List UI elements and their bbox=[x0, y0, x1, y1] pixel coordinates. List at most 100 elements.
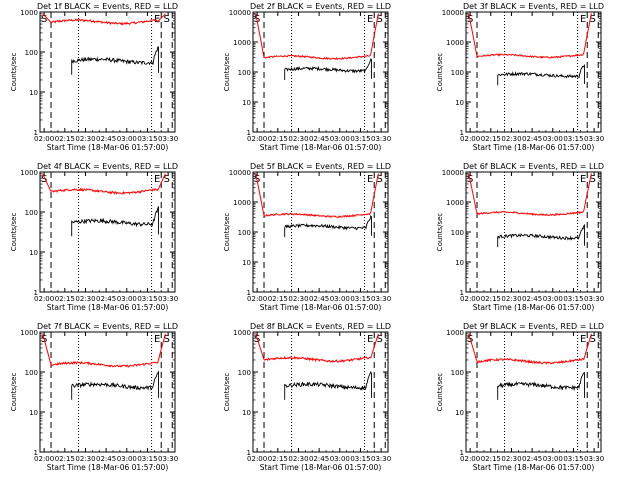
y-tick-label: 10000 bbox=[442, 169, 464, 177]
x-tick-label: 02:45 bbox=[522, 455, 542, 463]
marker-letter-s: S bbox=[164, 334, 170, 345]
x-tick-label: 02:30 bbox=[501, 135, 521, 143]
panel-title: Det 5f BLACK = Events, RED = LLD bbox=[250, 162, 391, 171]
series-lld-line bbox=[468, 173, 592, 217]
x-tick-label: 03:00 bbox=[543, 455, 563, 463]
panel-title: Det 6f BLACK = Events, RED = LLD bbox=[463, 162, 604, 171]
plot-frame bbox=[252, 11, 389, 133]
x-tick-label: 02:45 bbox=[96, 455, 116, 463]
x-tick-label: 03:15 bbox=[350, 295, 370, 303]
y-tick-label: 1000 bbox=[20, 329, 38, 337]
x-tick-label: 02:00 bbox=[34, 295, 54, 303]
panel-2: Det 2f BLACK = Events, RED = LLD 1 10 100 10… bbox=[223, 2, 391, 152]
series-lld-line bbox=[42, 173, 166, 195]
y-tick-label: 10 bbox=[29, 89, 38, 97]
x-tick-label: 03:00 bbox=[543, 295, 563, 303]
series-events-line bbox=[497, 63, 585, 86]
panel-title: Det 9f BLACK = Events, RED = LLD bbox=[463, 322, 604, 331]
y-tick-label: 1 bbox=[247, 129, 251, 137]
x-tick-label: 02:00 bbox=[460, 455, 480, 463]
x-tick-label: 03:00 bbox=[330, 455, 350, 463]
marker-letter-e: E bbox=[367, 174, 373, 185]
x-tick-label: 02:00 bbox=[34, 455, 54, 463]
series-lld-line bbox=[255, 13, 379, 61]
y-tick-label: 1000 bbox=[233, 329, 251, 337]
marker-letter-s: S bbox=[377, 174, 383, 185]
series-events-line bbox=[284, 58, 372, 80]
series-lld-line bbox=[468, 13, 592, 59]
plot-frame bbox=[465, 331, 602, 453]
plot-frame bbox=[39, 171, 176, 293]
series-events-line bbox=[497, 371, 585, 400]
y-tick-label: 100 bbox=[238, 369, 251, 377]
x-tick-label: 02:00 bbox=[247, 135, 267, 143]
x-tick-label: 02:45 bbox=[96, 135, 116, 143]
marker-letter-e: E bbox=[367, 14, 373, 25]
y-tick-label: 10 bbox=[455, 409, 464, 417]
panel-title: Det 4f BLACK = Events, RED = LLD bbox=[37, 162, 178, 171]
y-tick-label: 100 bbox=[238, 69, 251, 77]
x-axis-label: Start Time (18-Mar-06 01:57:00) bbox=[47, 143, 169, 152]
panel-7: Det 7f BLACK = Events, RED = LLD 1 10 100 10… bbox=[10, 322, 178, 472]
panel-title: Det 8f BLACK = Events, RED = LLD bbox=[250, 322, 391, 331]
marker-letter-s: S bbox=[377, 334, 383, 345]
y-axis-label: Counts/sec bbox=[10, 213, 18, 252]
y-tick-label: 1 bbox=[34, 449, 38, 457]
series-lld-line bbox=[42, 333, 166, 368]
y-tick-label: 10000 bbox=[229, 9, 251, 17]
panel-8: Det 8f BLACK = Events, RED = LLD 1 10 100 10… bbox=[223, 322, 391, 472]
x-tick-label: 02:15 bbox=[55, 455, 75, 463]
x-tick-label: 02:45 bbox=[309, 455, 329, 463]
marker-letter-s: S bbox=[164, 14, 170, 25]
plot-frame bbox=[39, 331, 176, 453]
marker-letter-s: S bbox=[41, 174, 47, 185]
x-tick-label: 02:15 bbox=[268, 135, 288, 143]
marker-letter-s: S bbox=[590, 14, 596, 25]
x-tick-label: 02:45 bbox=[96, 295, 116, 303]
y-tick-label: 1000 bbox=[233, 199, 251, 207]
x-axis-label: Start Time (18-Mar-06 01:57:00) bbox=[473, 143, 595, 152]
y-tick-label: 1 bbox=[34, 289, 38, 297]
x-tick-label: 02:15 bbox=[268, 455, 288, 463]
x-tick-label: 03:00 bbox=[117, 295, 137, 303]
series-lld-line bbox=[255, 333, 379, 364]
panel-title: Det 7f BLACK = Events, RED = LLD bbox=[37, 322, 178, 331]
y-tick-label: 100 bbox=[25, 369, 38, 377]
y-tick-label: 10000 bbox=[442, 9, 464, 17]
y-tick-label: 1000 bbox=[446, 39, 464, 47]
y-tick-label: 1000 bbox=[20, 169, 38, 177]
panel-5: Det 5f BLACK = Events, RED = LLD 1 10 100 10… bbox=[223, 162, 391, 312]
x-tick-label: 02:30 bbox=[288, 455, 308, 463]
x-axis-label: Start Time (18-Mar-06 01:57:00) bbox=[47, 463, 169, 472]
y-tick-label: 1000 bbox=[20, 9, 38, 17]
marker-letter-e: E bbox=[580, 14, 586, 25]
x-tick-label: 03:00 bbox=[330, 135, 350, 143]
x-tick-label: 03:30 bbox=[371, 135, 391, 143]
x-tick-label: 03:15 bbox=[563, 135, 583, 143]
series-events-line bbox=[284, 370, 372, 400]
y-tick-label: 1000 bbox=[233, 39, 251, 47]
x-tick-label: 02:15 bbox=[268, 295, 288, 303]
marker-letter-e: E bbox=[154, 174, 160, 185]
y-axis-label: Counts/sec bbox=[10, 53, 18, 92]
y-tick-label: 1 bbox=[460, 289, 464, 297]
x-axis-label: Start Time (18-Mar-06 01:57:00) bbox=[47, 303, 169, 312]
y-tick-label: 10 bbox=[455, 259, 464, 267]
x-tick-label: 02:00 bbox=[247, 455, 267, 463]
y-axis-label: Counts/sec bbox=[10, 373, 18, 412]
series-events-line bbox=[71, 370, 159, 400]
x-tick-label: 03:15 bbox=[137, 455, 157, 463]
x-tick-label: 03:15 bbox=[137, 295, 157, 303]
panel-4: Det 4f BLACK = Events, RED = LLD 1 10 100 10… bbox=[10, 162, 178, 312]
x-tick-label: 02:00 bbox=[247, 295, 267, 303]
y-axis-label: Counts/sec bbox=[436, 373, 444, 412]
x-tick-label: 02:45 bbox=[522, 295, 542, 303]
x-tick-label: 02:15 bbox=[481, 455, 501, 463]
x-axis-label: Start Time (18-Mar-06 01:57:00) bbox=[260, 303, 382, 312]
x-tick-label: 03:30 bbox=[584, 455, 604, 463]
y-tick-label: 10 bbox=[29, 249, 38, 257]
x-tick-label: 02:15 bbox=[55, 135, 75, 143]
x-tick-label: 03:30 bbox=[371, 455, 391, 463]
x-tick-label: 02:30 bbox=[288, 135, 308, 143]
